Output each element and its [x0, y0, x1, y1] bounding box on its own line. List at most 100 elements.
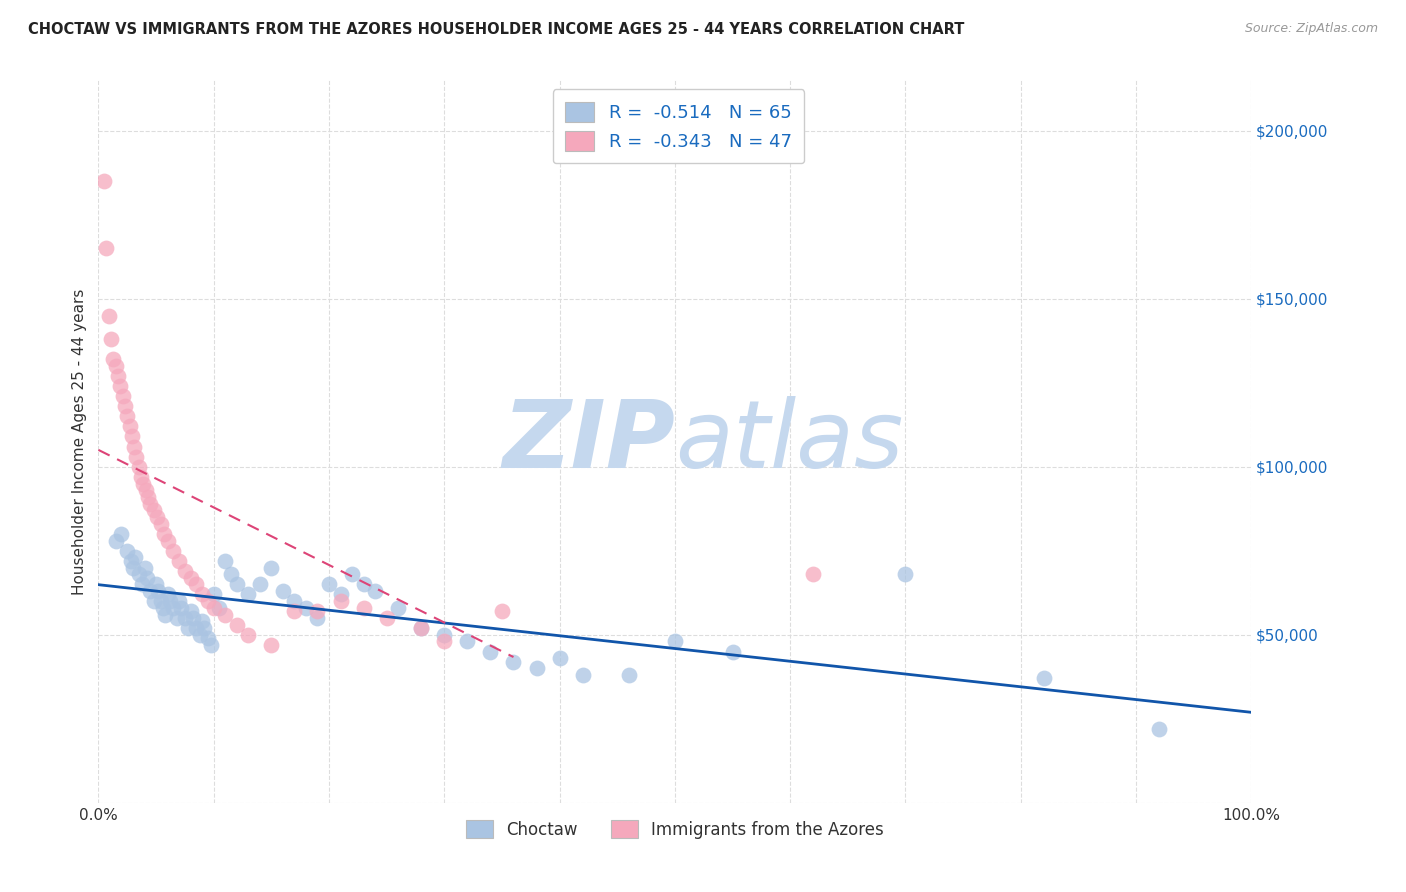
Point	[162, 600, 184, 615]
Point	[149, 516, 172, 531]
Point	[153, 527, 176, 541]
Point	[200, 638, 222, 652]
Point	[208, 600, 231, 615]
Point	[307, 604, 329, 618]
Point	[433, 634, 456, 648]
Point	[96, 241, 118, 255]
Point	[148, 584, 170, 599]
Point	[134, 560, 156, 574]
Point	[122, 560, 145, 574]
Point	[142, 503, 165, 517]
Point	[191, 587, 214, 601]
Legend: Choctaw, Immigrants from the Azores: Choctaw, Immigrants from the Azores	[456, 810, 894, 848]
Point	[340, 567, 363, 582]
Point	[329, 587, 352, 601]
Point	[152, 600, 174, 615]
Point	[136, 490, 159, 504]
Point	[128, 567, 150, 582]
Point	[214, 607, 236, 622]
Point	[103, 352, 125, 367]
Point	[118, 419, 141, 434]
Point	[142, 594, 165, 608]
Point	[177, 621, 200, 635]
Text: atlas: atlas	[675, 396, 903, 487]
Point	[156, 533, 179, 548]
Point	[120, 554, 142, 568]
Point	[162, 543, 184, 558]
Point	[249, 577, 271, 591]
Point	[93, 174, 115, 188]
Point	[548, 651, 571, 665]
Point	[188, 628, 211, 642]
Point	[433, 628, 456, 642]
Point	[197, 631, 219, 645]
Point	[159, 594, 181, 608]
Point	[387, 600, 409, 615]
Text: CHOCTAW VS IMMIGRANTS FROM THE AZORES HOUSEHOLDER INCOME AGES 25 - 44 YEARS CORR: CHOCTAW VS IMMIGRANTS FROM THE AZORES HO…	[28, 22, 965, 37]
Point	[411, 621, 433, 635]
Point	[202, 587, 225, 601]
Point	[1147, 722, 1170, 736]
Point	[353, 577, 375, 591]
Point	[260, 638, 283, 652]
Point	[156, 587, 179, 601]
Point	[174, 564, 197, 578]
Point	[131, 577, 153, 591]
Point	[155, 607, 177, 622]
Point	[166, 611, 188, 625]
Point	[225, 577, 247, 591]
Point	[191, 615, 214, 629]
Point	[283, 604, 305, 618]
Point	[617, 668, 640, 682]
Point	[135, 571, 157, 585]
Point	[479, 644, 502, 658]
Point	[260, 560, 283, 574]
Point	[491, 604, 513, 618]
Point	[1032, 672, 1054, 686]
Point	[167, 554, 190, 568]
Point	[329, 594, 352, 608]
Point	[894, 567, 917, 582]
Y-axis label: Householder Income Ages 25 - 44 years: Householder Income Ages 25 - 44 years	[72, 288, 87, 595]
Point	[526, 661, 548, 675]
Point	[186, 577, 208, 591]
Point	[121, 429, 143, 443]
Point	[214, 554, 236, 568]
Point	[202, 600, 225, 615]
Point	[125, 450, 148, 464]
Point	[174, 611, 197, 625]
Point	[801, 567, 824, 582]
Point	[283, 594, 305, 608]
Point	[364, 584, 387, 599]
Point	[271, 584, 294, 599]
Point	[110, 527, 132, 541]
Point	[97, 309, 120, 323]
Point	[318, 577, 340, 591]
Point	[146, 510, 169, 524]
Point	[107, 369, 129, 384]
Point	[571, 668, 593, 682]
Point	[117, 409, 139, 424]
Point	[502, 655, 524, 669]
Point	[135, 483, 157, 498]
Point	[219, 567, 242, 582]
Point	[238, 628, 260, 642]
Point	[149, 594, 172, 608]
Point	[353, 600, 375, 615]
Point	[128, 459, 150, 474]
Point	[456, 634, 478, 648]
Point	[238, 587, 260, 601]
Point	[104, 533, 127, 548]
Text: Source: ZipAtlas.com: Source: ZipAtlas.com	[1244, 22, 1378, 36]
Point	[129, 470, 152, 484]
Point	[117, 543, 139, 558]
Point	[145, 577, 167, 591]
Point	[139, 584, 162, 599]
Point	[307, 611, 329, 625]
Text: ZIP: ZIP	[502, 395, 675, 488]
Point	[124, 550, 146, 565]
Point	[110, 379, 132, 393]
Point	[139, 497, 162, 511]
Point	[170, 600, 193, 615]
Point	[225, 617, 247, 632]
